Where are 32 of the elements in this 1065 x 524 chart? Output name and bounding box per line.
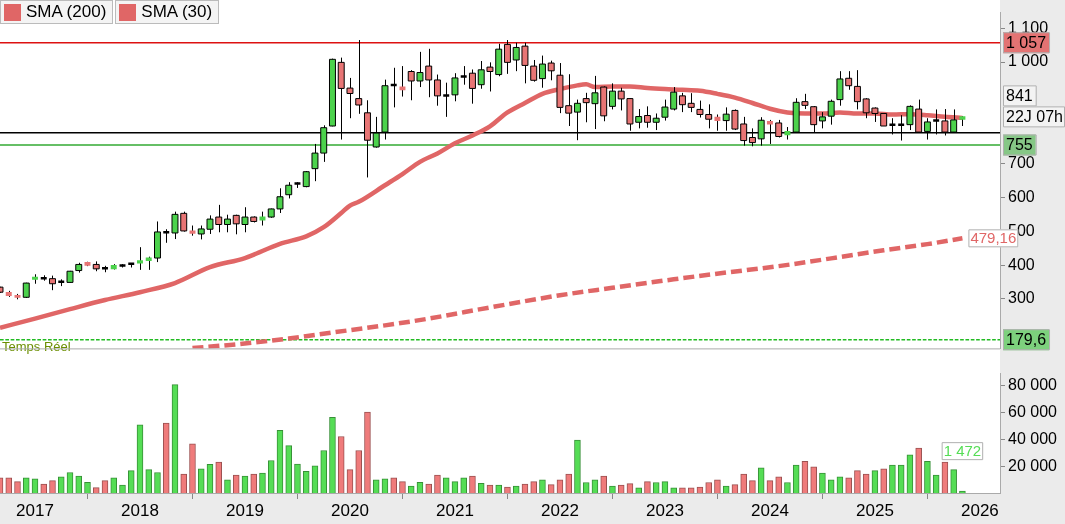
y-tick-label: 1 100 <box>1008 18 1049 36</box>
x-tick-label: 2018 <box>121 500 159 520</box>
legend-label: SMA (30) <box>141 2 213 22</box>
ref-line-label: 755 <box>1006 136 1033 154</box>
y-tick-label: 300 <box>1008 289 1035 307</box>
candlestick <box>137 246 143 271</box>
line-series <box>190 236 965 349</box>
x-tick-label: 2022 <box>541 500 579 520</box>
data-label: 1 472 <box>943 442 982 460</box>
y-tick-label: 400 <box>1008 255 1035 273</box>
y-tick-label: 1 000 <box>1008 52 1049 70</box>
x-tick-label: 2026 <box>961 500 999 520</box>
y-tick-label: 20 000 <box>1008 456 1058 474</box>
x-tick-label: 2025 <box>856 500 894 520</box>
y-tick-label: 700 <box>1008 153 1035 171</box>
x-tick-label: 2019 <box>226 500 264 520</box>
x-tick-label: 2017 <box>16 500 54 520</box>
x-tick-label: 2020 <box>331 500 369 520</box>
annotation: Temps Réel <box>2 338 71 354</box>
x-tick-label: 2021 <box>436 500 474 520</box>
x-tick-label: 2023 <box>646 500 684 520</box>
legend-label: SMA (200) <box>26 2 107 22</box>
x-tick-label: 2024 <box>751 500 789 520</box>
y-tick-label: 60 000 <box>1008 402 1058 420</box>
y-tick-label: 600 <box>1008 187 1035 205</box>
ref-line-label: 1 057 <box>1006 34 1047 52</box>
text: 22J 07h <box>1006 108 1063 126</box>
text: 841 <box>1006 87 1033 105</box>
y-tick-label: 80 000 <box>1008 376 1058 394</box>
ref-line-label: 179,6 <box>1006 331 1047 349</box>
candlestick <box>459 65 468 86</box>
y-tick-label: 40 000 <box>1008 429 1058 447</box>
